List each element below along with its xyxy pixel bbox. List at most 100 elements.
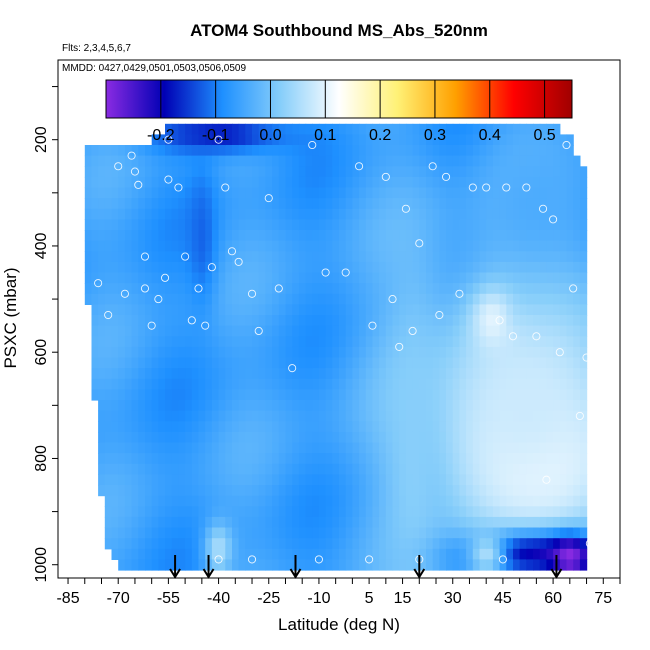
heatmap-cell <box>419 230 427 242</box>
heatmap-cell <box>359 304 367 316</box>
data-point <box>247 289 257 298</box>
heatmap-cell <box>292 304 300 316</box>
heatmap-cell <box>352 240 360 252</box>
heatmap-cell <box>339 198 347 210</box>
heatmap-cell <box>318 527 327 539</box>
heatmap-cell <box>365 272 374 284</box>
heatmap-cell <box>533 251 541 263</box>
heatmap-cell <box>332 346 340 359</box>
heatmap-cell <box>98 219 106 231</box>
heatmap-cell <box>385 293 394 305</box>
heatmap-cell <box>185 431 193 444</box>
heatmap-cell <box>178 410 186 422</box>
heatmap-cell <box>265 187 273 199</box>
heatmap-cell <box>124 495 133 507</box>
heatmap-cell <box>138 176 146 189</box>
heatmap-cell <box>513 346 521 359</box>
heatmap-cell <box>539 325 547 337</box>
heatmap-cell <box>171 506 179 518</box>
heatmap-cell <box>426 506 434 518</box>
heatmap-cell <box>526 431 534 444</box>
heatmap-cell <box>385 378 394 390</box>
heatmap-cell <box>486 527 494 539</box>
heatmap-cell <box>218 421 226 433</box>
heatmap-cell <box>339 400 347 412</box>
heatmap-cell <box>198 357 206 369</box>
heatmap-cell <box>486 506 494 518</box>
heatmap-cell <box>412 283 420 295</box>
heatmap-cell <box>298 410 307 422</box>
heatmap-cell <box>492 176 501 189</box>
heatmap-cell <box>211 315 220 327</box>
heatmap-cell <box>405 304 414 316</box>
heatmap-cell <box>111 304 119 316</box>
heatmap-cell <box>365 166 374 178</box>
heatmap-cell <box>533 527 541 539</box>
heatmap-cell <box>292 240 300 252</box>
heatmap-cell <box>305 251 313 263</box>
heatmap-cell <box>225 325 233 337</box>
heatmap-cell <box>178 357 186 369</box>
heatmap-cell <box>278 442 287 454</box>
heatmap-cell <box>459 251 467 263</box>
heatmap-cell <box>258 463 266 475</box>
heatmap-cell <box>118 442 126 454</box>
heatmap-cell <box>145 400 153 412</box>
heatmap-cell <box>426 230 434 242</box>
heatmap-cell <box>339 538 347 550</box>
heatmap-cell <box>238 187 246 199</box>
heatmap-cell <box>579 187 588 199</box>
heatmap-cell <box>91 155 99 167</box>
heatmap-cell <box>499 304 507 316</box>
heatmap-cell <box>352 219 360 231</box>
heatmap-cell <box>399 485 407 497</box>
heatmap-cell <box>573 410 581 422</box>
heatmap-cell <box>232 548 240 560</box>
heatmap-cell <box>486 516 494 529</box>
heatmap-cell <box>111 453 119 465</box>
heatmap-cell <box>211 506 220 518</box>
heatmap-cell <box>439 516 447 529</box>
heatmap-cell <box>392 304 400 316</box>
heatmap-cell <box>151 219 159 231</box>
heatmap-cell <box>472 368 481 380</box>
heatmap-cell <box>566 538 574 550</box>
heatmap-cell <box>312 368 320 380</box>
heatmap-cell <box>405 538 414 550</box>
heatmap-cell <box>345 538 353 550</box>
heatmap-cell <box>278 251 287 263</box>
heatmap-cell <box>252 219 260 231</box>
heatmap-cell <box>191 145 200 157</box>
heatmap-cell <box>138 538 146 550</box>
heatmap-cell <box>285 538 293 550</box>
heatmap-cell <box>124 474 133 486</box>
heatmap-cell <box>118 208 126 220</box>
heatmap-cell <box>252 485 260 497</box>
heatmap-cell <box>205 474 213 486</box>
heatmap-cell <box>285 506 293 518</box>
heatmap-cell <box>399 506 407 518</box>
heatmap-cell <box>332 198 340 210</box>
heatmap-cell <box>245 123 253 135</box>
heatmap-cell <box>345 134 353 146</box>
heatmap-cell <box>579 176 588 189</box>
heatmap-cell <box>479 559 487 571</box>
heatmap-cell <box>385 336 394 348</box>
heatmap-cell <box>131 230 139 242</box>
heatmap-cell <box>466 230 474 242</box>
heatmap-cell <box>318 230 327 242</box>
heatmap-cell <box>272 559 280 571</box>
heatmap-cell <box>171 389 179 401</box>
heatmap-cell <box>191 538 200 550</box>
heatmap-cell <box>278 336 287 348</box>
heatmap-cell <box>318 548 327 560</box>
heatmap-cell <box>559 166 568 178</box>
heatmap-cell <box>178 166 186 178</box>
heatmap-cell <box>198 453 206 465</box>
heatmap-cell <box>298 389 307 401</box>
heatmap-cell <box>359 325 367 337</box>
heatmap-cell <box>579 368 588 380</box>
heatmap-cell <box>359 378 367 390</box>
x-tick-label: 5 <box>365 590 374 607</box>
heatmap-cell <box>118 198 126 210</box>
